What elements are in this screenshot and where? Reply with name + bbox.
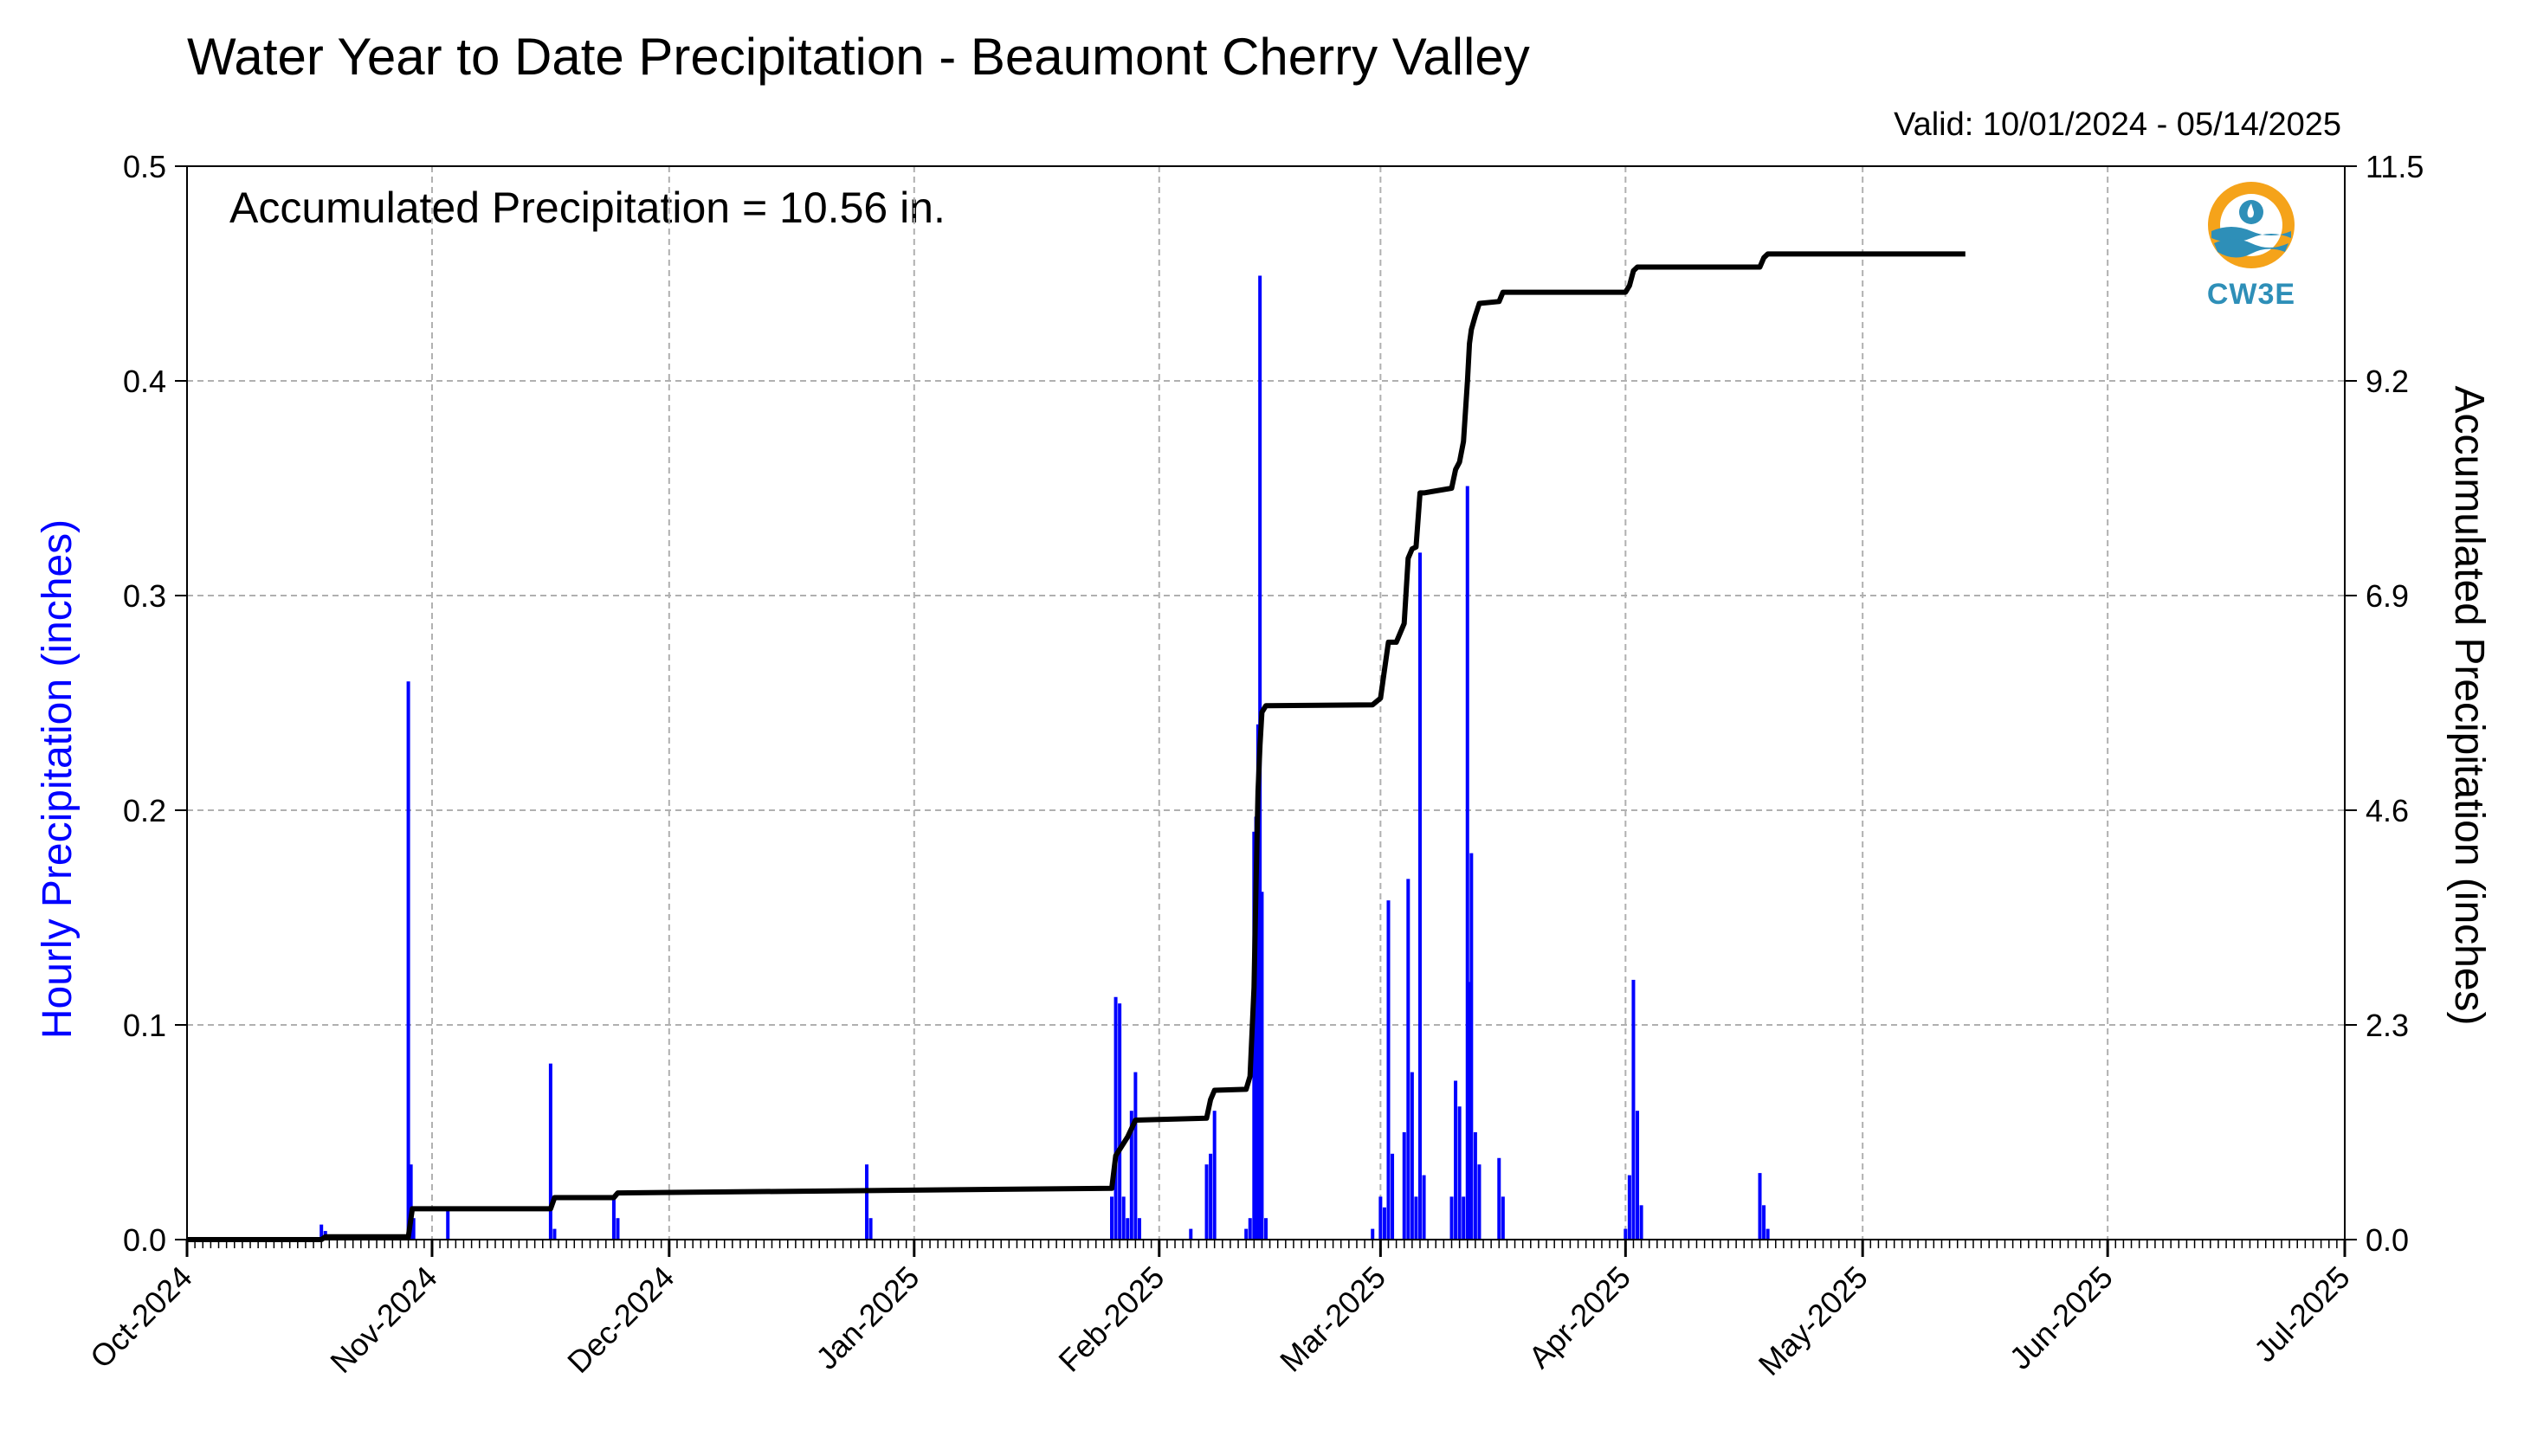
hourly-precip-bar xyxy=(1406,879,1410,1240)
hourly-precip-bar xyxy=(1133,1072,1138,1240)
hourly-precip-bar xyxy=(1473,1132,1477,1240)
hourly-precip-bar xyxy=(1137,1218,1141,1240)
hourly-precip-bar xyxy=(1209,1153,1213,1240)
left-tick-label: 0.2 xyxy=(123,793,166,828)
x-tick-label: Nov-2024 xyxy=(323,1260,443,1380)
hourly-precip-bar xyxy=(1114,996,1118,1240)
hourly-precip-bar xyxy=(1244,1228,1249,1240)
hourly-precip-bar xyxy=(1631,979,1636,1240)
hourly-precip-bar xyxy=(1627,1175,1631,1240)
hourly-precip-bar xyxy=(1457,1106,1462,1240)
hourly-precip-bar xyxy=(1212,1111,1217,1240)
right-tick-label: 4.6 xyxy=(2366,793,2409,828)
hourly-precip-bar xyxy=(1422,1175,1426,1240)
hourly-precip-bar xyxy=(1391,1153,1395,1240)
hourly-precip-bar xyxy=(1371,1228,1375,1240)
x-tick-label: Jan-2025 xyxy=(809,1260,926,1376)
x-tick-label: Mar-2025 xyxy=(1273,1260,1392,1379)
hourly-precip-bar xyxy=(868,1218,873,1240)
hourly-precip-bar xyxy=(1639,1205,1643,1240)
x-tick-label: Feb-2025 xyxy=(1051,1260,1171,1379)
hourly-precip-bar xyxy=(446,1207,450,1240)
hourly-precip-bar xyxy=(1118,1003,1122,1240)
y-axis-label-left: Hourly Precipitation (inches) xyxy=(35,519,81,1039)
hourly-precip-bar xyxy=(1762,1205,1766,1240)
hourly-precip-bar xyxy=(1129,1111,1133,1240)
hourly-precip-bar xyxy=(1410,1072,1414,1240)
y-axis-label-right: Accumulated Precipitation (inches) xyxy=(2446,385,2492,1025)
left-tick-label: 0.3 xyxy=(123,578,166,614)
chart-title: Water Year to Date Precipitation - Beaum… xyxy=(187,28,1530,86)
x-tick-label: Apr-2025 xyxy=(1521,1260,1637,1375)
hourly-precip-bar xyxy=(1636,1111,1640,1240)
accumulated-line-group xyxy=(187,251,1966,1242)
hourly-precip-bar xyxy=(1469,853,1474,1240)
x-tick-label: May-2025 xyxy=(1752,1260,1875,1382)
right-tick-label: 2.3 xyxy=(2366,1008,2409,1043)
valid-date-range: Valid: 10/01/2024 - 05/14/2025 xyxy=(1894,106,2341,143)
hourly-precip-bar xyxy=(1189,1228,1193,1240)
hourly-precip-bar xyxy=(865,1164,869,1240)
hourly-precip-bar xyxy=(1468,982,1472,1240)
x-tick-label: Dec-2024 xyxy=(560,1260,681,1380)
hourly-precip-bar xyxy=(616,1218,620,1240)
left-tick-label: 0.0 xyxy=(123,1222,166,1258)
grid xyxy=(187,166,2345,1240)
hourly-precip-bar xyxy=(1382,1207,1386,1240)
left-tick-label: 0.5 xyxy=(123,149,166,184)
hourly-precip-bar xyxy=(1256,724,1260,1240)
plot-frame xyxy=(186,165,2346,1240)
hourly-precip-bar xyxy=(1264,1218,1268,1240)
hourly-precip-bar xyxy=(1501,1196,1505,1240)
x-tick-label: Oct-2024 xyxy=(83,1260,199,1375)
hourly-precip-bar xyxy=(611,1196,616,1240)
hourly-precip-bar xyxy=(552,1228,557,1240)
hourly-precip-bar xyxy=(1204,1164,1209,1240)
hourly-precip-bar xyxy=(1402,1132,1406,1240)
hourly-precip-bar xyxy=(1110,1196,1114,1240)
x-tick-label: Jul-2025 xyxy=(2247,1260,2357,1369)
right-tick-label: 11.5 xyxy=(2366,149,2424,184)
hourly-precip-bar xyxy=(1386,900,1391,1240)
hourly-precip-bar xyxy=(1465,486,1469,1240)
left-tick-label: 0.1 xyxy=(123,1008,166,1043)
hourly-precip-bar xyxy=(1758,1173,1762,1240)
hourly-precip-bar xyxy=(1126,1218,1130,1240)
axes xyxy=(175,165,2357,1257)
accumulated-annotation: Accumulated Precipitation = 10.56 in. xyxy=(229,184,946,232)
hourly-precip-bar xyxy=(411,1218,416,1240)
hourly-precip-bar xyxy=(1477,1164,1481,1240)
hourly-precip-bar xyxy=(1254,816,1258,1240)
right-tick-label: 9.2 xyxy=(2366,364,2409,399)
right-tick-label: 0.0 xyxy=(2366,1222,2409,1258)
hourly-precip-bar xyxy=(1454,1080,1458,1240)
hourly-precip-bar xyxy=(406,681,410,1240)
hourly-precip-bar xyxy=(409,1164,413,1240)
hourly-precip-bar xyxy=(1462,1196,1466,1240)
hourly-precip-bar xyxy=(1414,1196,1418,1240)
hourly-precip-bar xyxy=(548,1063,552,1240)
left-tick-label: 0.4 xyxy=(123,364,166,399)
hourly-precip-bar xyxy=(1766,1228,1770,1240)
cw3e-logo: CW3E xyxy=(2195,177,2308,316)
hourly-precip-bar xyxy=(1449,1196,1454,1240)
accumulated-precip-line xyxy=(187,251,1966,1242)
hourly-precip-bar xyxy=(1418,552,1422,1240)
hourly-precip-bar xyxy=(1121,1196,1126,1240)
hourly-precip-bar xyxy=(1623,1228,1628,1240)
cw3e-logo-text: CW3E xyxy=(2206,278,2296,311)
hourly-precip-bars xyxy=(320,275,1770,1240)
x-tick-label: Jun-2025 xyxy=(2003,1260,2120,1376)
hourly-precip-bar xyxy=(320,1224,324,1240)
hourly-precip-bar xyxy=(1248,1218,1252,1240)
hourly-precip-bar xyxy=(1497,1157,1501,1240)
hourly-precip-bar xyxy=(1260,892,1264,1240)
hourly-precip-bar xyxy=(1378,1196,1383,1240)
cw3e-logo-icon xyxy=(2208,182,2295,268)
right-tick-label: 6.9 xyxy=(2366,578,2409,614)
